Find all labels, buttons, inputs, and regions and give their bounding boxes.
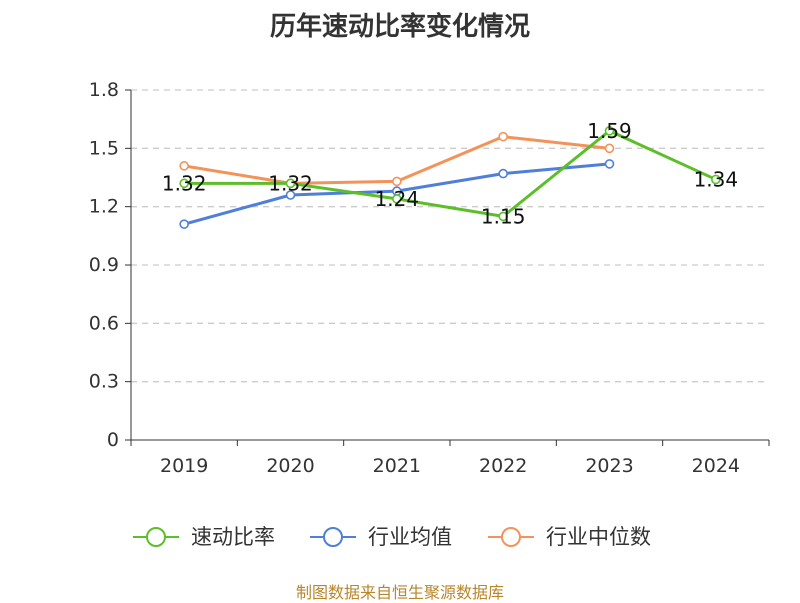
data-point xyxy=(285,178,296,189)
legend[interactable]: 速动比率 行业均值 行业中位数 xyxy=(133,525,651,549)
data-labels: 1.32 1.32 1.24 1.15 1.59 1.34 xyxy=(162,119,738,229)
data-point xyxy=(285,190,296,200)
data-point xyxy=(179,161,189,171)
axes: 0 0.3 0.6 0.9 1.2 1.5 1.8 2019 2020 2021 2022 2023 2… xyxy=(89,79,770,477)
data-point xyxy=(498,211,508,222)
data-point xyxy=(179,178,189,189)
data-label: 1.34 xyxy=(694,167,739,191)
grid-lines xyxy=(131,89,769,383)
data-point xyxy=(604,143,615,154)
legend-swatch-marker xyxy=(146,527,166,547)
y-tick-label: 0.3 xyxy=(89,371,119,393)
series-line-2 xyxy=(182,135,611,185)
x-tick-label: 2020 xyxy=(266,455,314,477)
y-tick-label: 1.5 xyxy=(89,137,119,159)
y-tick-label: 0.9 xyxy=(89,254,119,276)
data-point xyxy=(392,176,402,187)
series-lines xyxy=(179,126,721,229)
legend-label: 速动比率 xyxy=(191,525,275,549)
y-tick-label: 0 xyxy=(107,429,119,451)
y-tick-label: 1.8 xyxy=(89,79,119,101)
data-label: 1.15 xyxy=(481,204,526,228)
x-tick-label: 2024 xyxy=(692,455,740,477)
x-tick-label: 2022 xyxy=(479,455,527,477)
legend-swatch-marker xyxy=(501,527,521,547)
legend-label: 行业均值 xyxy=(368,525,452,549)
data-point xyxy=(711,174,721,185)
data-point xyxy=(604,159,615,169)
data-point xyxy=(179,219,189,229)
x-tick-label: 2019 xyxy=(160,455,208,477)
source-note: 制图数据来自恒生聚源数据库 xyxy=(295,583,504,602)
y-tick-label: 0.6 xyxy=(89,312,119,334)
x-tick-label: 2023 xyxy=(585,455,633,477)
data-point xyxy=(498,168,508,179)
data-label: 1.24 xyxy=(375,187,420,211)
x-tick-label: 2021 xyxy=(373,455,421,477)
data-point xyxy=(604,126,615,136)
data-point xyxy=(392,194,402,204)
legend-item-0[interactable]: 速动比率 xyxy=(133,525,275,549)
data-label: 1.32 xyxy=(162,171,207,195)
y-tick-label: 1.2 xyxy=(89,196,119,218)
series-line-0 xyxy=(182,129,718,218)
legend-item-1[interactable]: 行业均值 xyxy=(310,525,452,549)
data-label: 1.32 xyxy=(268,171,313,195)
chart-title: 历年速动比率变化情况 xyxy=(269,12,530,42)
data-point xyxy=(498,131,508,142)
data-label: 1.59 xyxy=(587,119,632,143)
legend-item-2[interactable]: 行业中位数 xyxy=(488,525,651,549)
legend-label: 行业中位数 xyxy=(546,525,651,549)
legend-swatch-marker xyxy=(323,527,343,547)
